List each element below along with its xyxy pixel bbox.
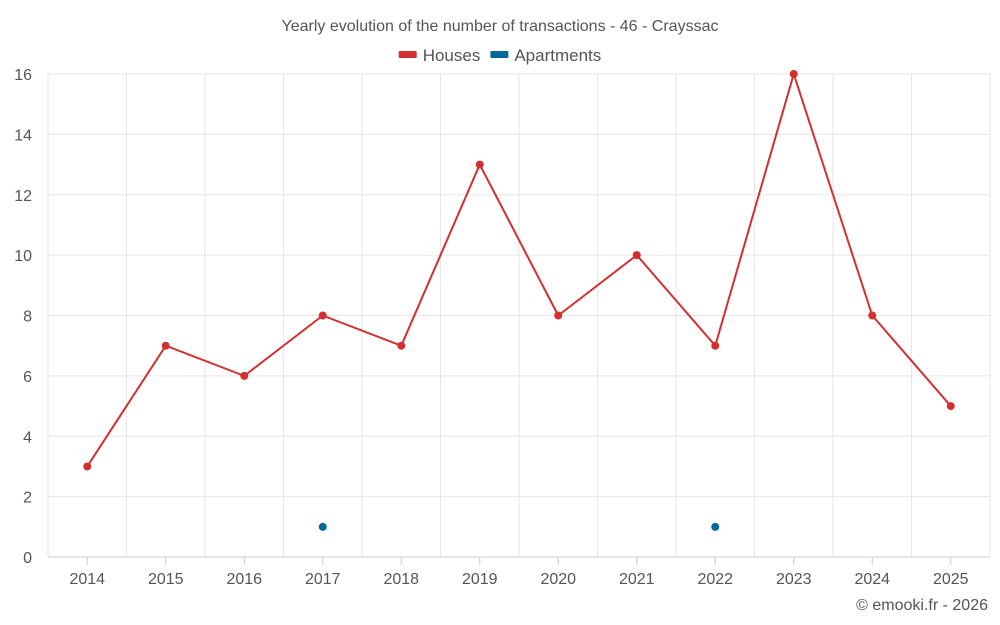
grid <box>47 73 991 557</box>
x-tick-label: 2014 <box>69 571 105 588</box>
series-apartments <box>318 522 720 531</box>
data-point-houses-2018[interactable] <box>397 341 406 350</box>
data-point-houses-2017[interactable] <box>318 311 327 320</box>
x-tick-label: 2024 <box>854 571 890 588</box>
series-houses <box>83 70 955 471</box>
data-point-houses-2019[interactable] <box>475 160 484 169</box>
data-point-apartments-2017[interactable] <box>318 522 327 531</box>
y-tick-label: 4 <box>23 429 32 446</box>
legend-swatch-houses[interactable] <box>398 51 417 58</box>
y-tick-label: 10 <box>14 248 32 265</box>
data-point-apartments-2022[interactable] <box>711 522 720 531</box>
data-point-houses-2020[interactable] <box>554 311 563 320</box>
data-point-houses-2015[interactable] <box>161 341 170 350</box>
data-point-houses-2022[interactable] <box>711 341 720 350</box>
y-tick-label: 12 <box>14 188 32 205</box>
x-tick-label: 2016 <box>226 571 262 588</box>
series-line-houses <box>86 73 952 467</box>
legend: Houses Apartments <box>398 46 601 65</box>
x-tick-label: 2023 <box>776 571 812 588</box>
x-tick-label: 2021 <box>619 571 655 588</box>
x-tick-label: 2025 <box>933 571 969 588</box>
data-point-houses-2016[interactable] <box>240 371 249 380</box>
x-tick-label: 2017 <box>305 571 341 588</box>
legend-label-houses: Houses <box>423 46 481 65</box>
data-point-houses-2021[interactable] <box>632 251 641 260</box>
axes: 0 2 4 6 8 10 12 14 16 2014 2015 2016 2017 2018 2019 202… <box>14 67 990 588</box>
y-tick-label: 16 <box>14 67 32 84</box>
credit-text: © emooki.fr - 2026 <box>856 597 988 614</box>
series <box>83 70 955 531</box>
data-point-houses-2014[interactable] <box>83 462 92 471</box>
data-point-houses-2025[interactable] <box>946 402 955 411</box>
x-tick-label: 2015 <box>148 571 184 588</box>
y-tick-label: 0 <box>23 550 32 567</box>
data-point-houses-2023[interactable] <box>789 70 798 78</box>
x-tick-label: 2022 <box>697 571 733 588</box>
chart-title: Yearly evolution of the number of transa… <box>282 18 719 35</box>
data-point-houses-2024[interactable] <box>868 311 877 320</box>
y-tick-label: 2 <box>23 490 32 507</box>
x-tick-label: 2020 <box>540 571 576 588</box>
y-tick-label: 8 <box>23 309 32 326</box>
legend-label-apartments: Apartments <box>514 46 601 65</box>
y-tick-label: 14 <box>14 127 32 144</box>
x-tick-label: 2019 <box>462 571 498 588</box>
legend-swatch-apartments[interactable] <box>490 51 509 58</box>
x-tick-label: 2018 <box>383 571 419 588</box>
y-tick-label: 6 <box>23 369 32 386</box>
